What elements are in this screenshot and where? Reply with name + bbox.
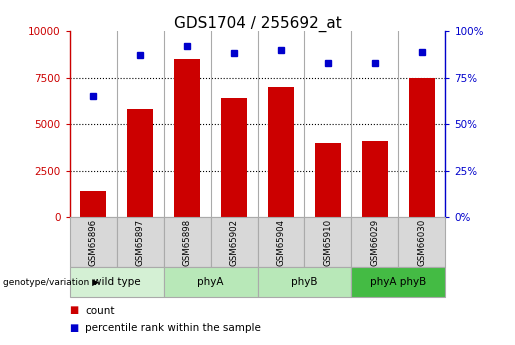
Text: GSM65897: GSM65897: [135, 219, 145, 266]
Text: phyA: phyA: [197, 277, 224, 287]
Bar: [268, 87, 294, 217]
Text: GSM66029: GSM66029: [370, 219, 380, 266]
Bar: [174, 59, 200, 217]
Text: phyB: phyB: [291, 277, 318, 287]
Text: GSM65898: GSM65898: [182, 219, 192, 266]
Text: GDS1704 / 255692_at: GDS1704 / 255692_at: [174, 16, 341, 32]
Text: percentile rank within the sample: percentile rank within the sample: [85, 323, 261, 333]
Text: ■: ■: [70, 323, 79, 333]
Text: GSM65904: GSM65904: [277, 219, 285, 266]
Text: GSM66030: GSM66030: [418, 219, 426, 266]
Bar: [127, 109, 153, 217]
Text: ■: ■: [70, 306, 79, 315]
Text: genotype/variation ▶: genotype/variation ▶: [3, 277, 98, 287]
Bar: [221, 98, 247, 217]
Bar: [409, 78, 435, 217]
Bar: [315, 143, 341, 217]
Bar: [80, 191, 106, 217]
Text: GSM65896: GSM65896: [89, 219, 97, 266]
Text: wild type: wild type: [93, 277, 140, 287]
Text: GSM65902: GSM65902: [230, 219, 238, 266]
Bar: [362, 141, 388, 217]
Text: GSM65910: GSM65910: [323, 219, 333, 266]
Text: count: count: [85, 306, 114, 315]
Text: phyA phyB: phyA phyB: [370, 277, 426, 287]
